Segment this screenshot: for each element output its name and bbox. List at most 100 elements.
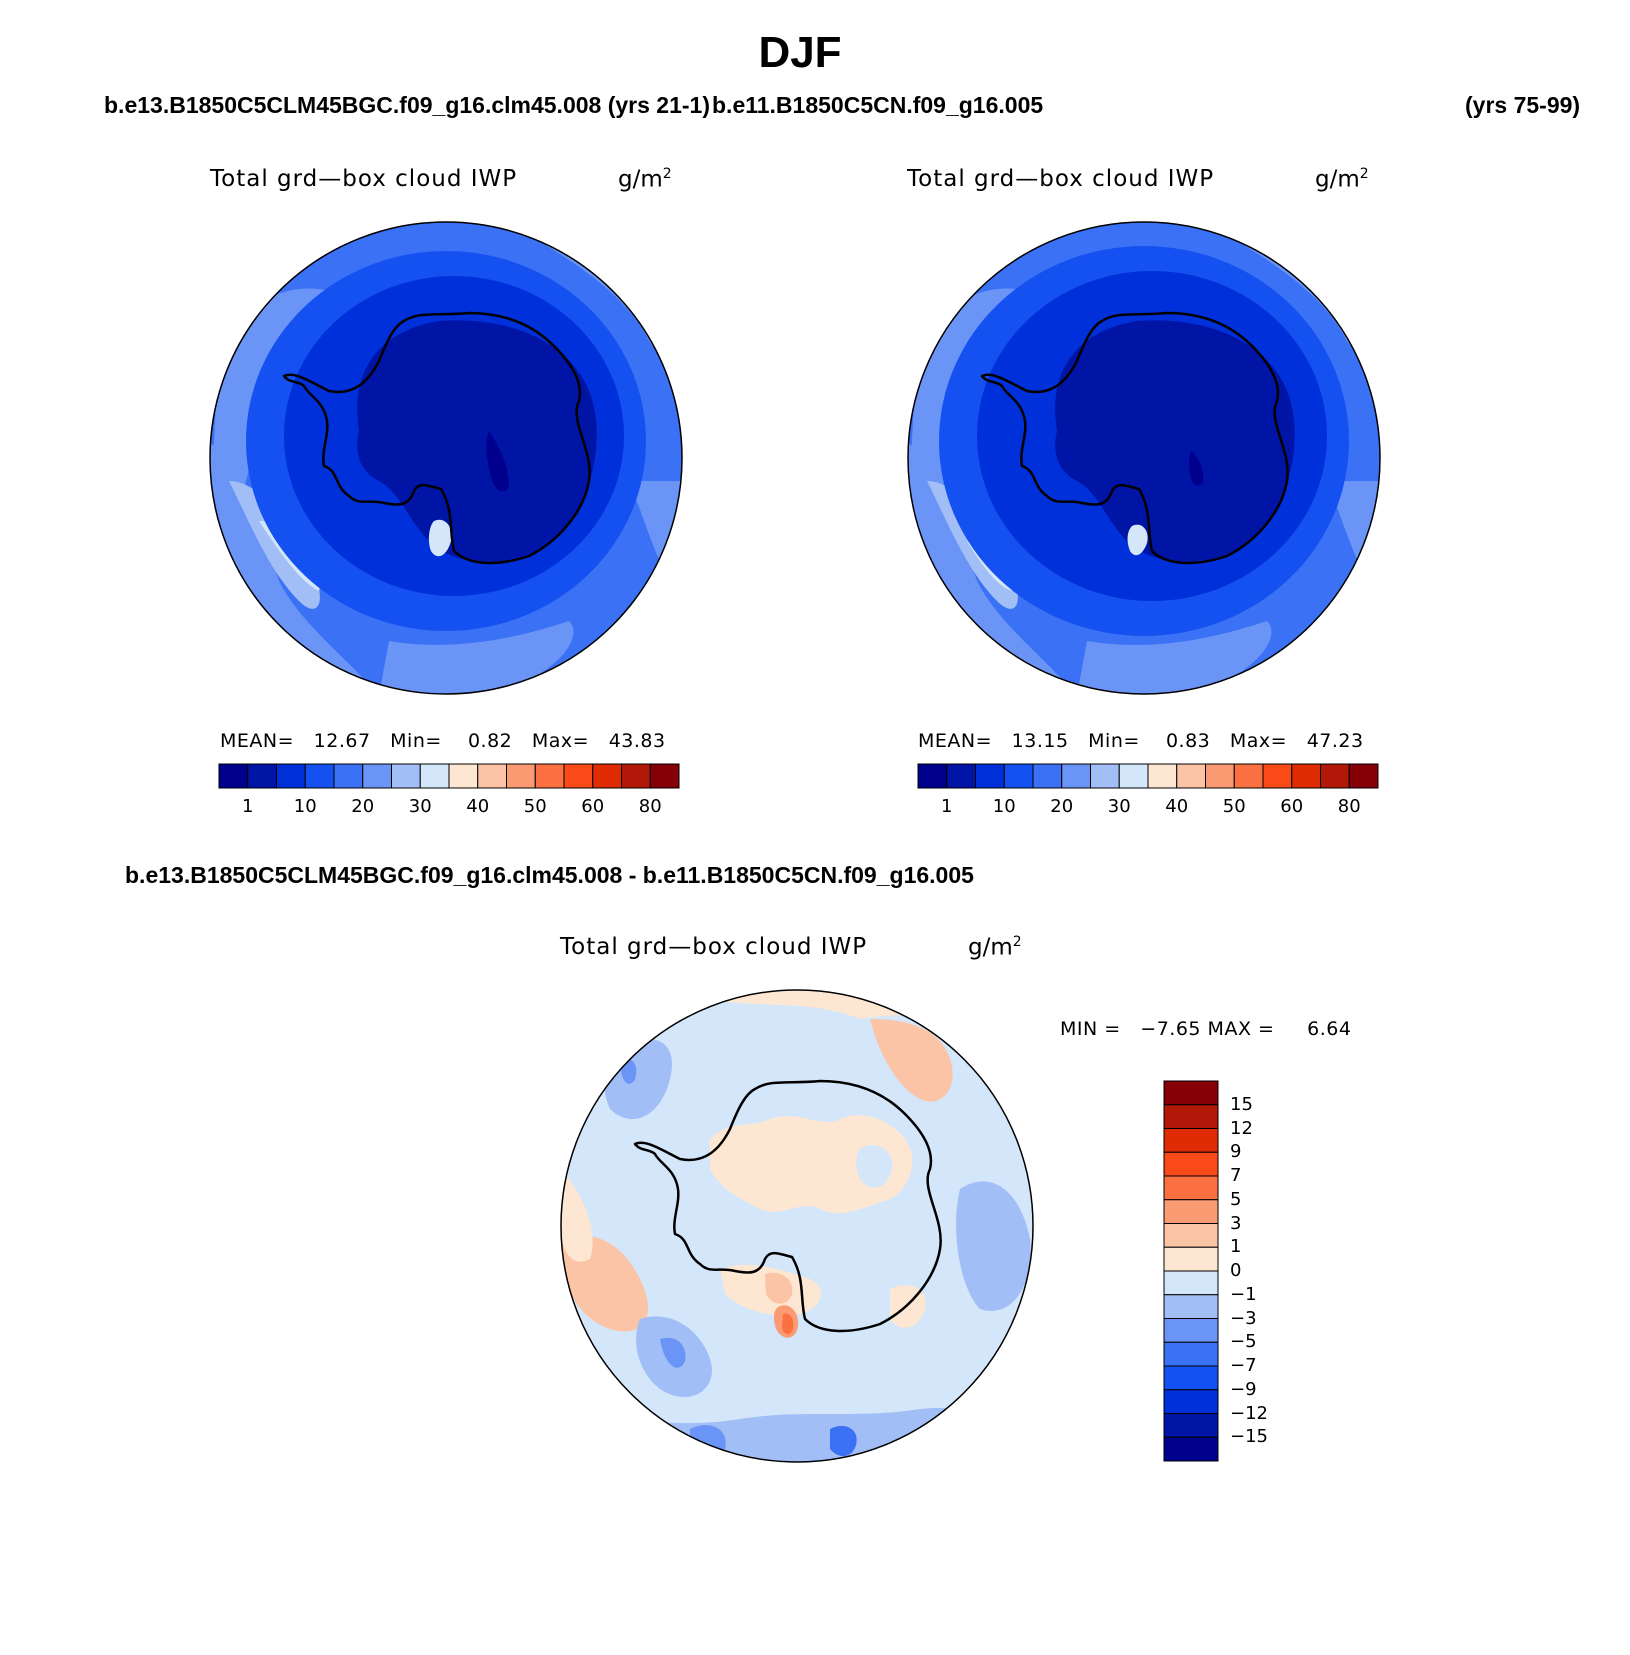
- colorbar-swatch: [563, 763, 594, 789]
- panel1-colorbar-labels: 1 10 20 30 40 50 60 80: [219, 796, 679, 820]
- diff-contour-band: [765, 1272, 793, 1304]
- colorbar-swatch: [1176, 763, 1206, 789]
- colorbar-swatch: [621, 763, 651, 789]
- difference-polar-map: [560, 989, 1034, 1463]
- panel1-contour-band: [229, 481, 320, 609]
- diff-colorbar-swatch: [1163, 1199, 1219, 1224]
- figure-title: DJF: [758, 28, 842, 77]
- diff-contour-band: [561, 1169, 593, 1262]
- colorbar-tick-label: 1: [242, 796, 254, 817]
- panel2-colorbar-labels: 1 10 20 30 40 50 60 80: [918, 796, 1378, 820]
- colorbar-swatch: [917, 763, 948, 789]
- panel1-colorbar-swatches: [218, 763, 680, 789]
- diff-colorbar-swatch: [1163, 1151, 1219, 1177]
- panel2-contour-band: [1127, 524, 1148, 556]
- colorbar-tick-label: 40: [1165, 796, 1189, 817]
- panel1-colorbar: 1 10 20 30 40 50 60 80: [218, 763, 680, 824]
- diff-contour-band: [856, 1145, 893, 1188]
- panel1-contour-band: [214, 349, 231, 368]
- colorbar-tick-label: 80: [1337, 796, 1361, 817]
- colorbar-swatch: [218, 763, 249, 789]
- colorbar-swatch: [946, 763, 976, 789]
- diff-contour-band: [782, 1313, 794, 1335]
- diff-colorbar-tick-label: 0: [1230, 1260, 1242, 1281]
- diff-colorbar-tick-label: −15: [1230, 1426, 1268, 1448]
- case-years-right: (yrs 75-99): [1465, 92, 1581, 118]
- panel1-units: g/m2: [618, 166, 672, 193]
- panel1-contour-band: [486, 431, 509, 492]
- diff-colorbar-swatch: [1163, 1223, 1219, 1248]
- panel2-contour-band: [1077, 621, 1272, 694]
- panel1-contour-band: [357, 320, 597, 562]
- diff-colorbar-swatch: [1163, 1341, 1219, 1367]
- diff-colorbar-swatch: [1163, 1365, 1219, 1391]
- diff-colorbar-swatch: [1163, 1294, 1219, 1319]
- colorbar-tick-label: 30: [408, 796, 432, 817]
- diff-contour-band: [870, 1019, 953, 1102]
- panel2-units: g/m2: [1315, 166, 1369, 193]
- diff-contour-band: [561, 1407, 1033, 1462]
- panel2-antarctica-coastline: [980, 311, 1289, 565]
- colorbar-swatch: [304, 763, 335, 789]
- diff-colorbar-swatch: [1163, 1413, 1219, 1438]
- colorbar-tick-label: 80: [638, 796, 662, 817]
- colorbar-swatch: [649, 763, 680, 789]
- diff-variable-label: Total grd—box cloud IWP: [560, 934, 868, 960]
- diff-colorbar-tick-label: −5: [1230, 1331, 1257, 1353]
- colorbar-tick-label: 1: [941, 796, 953, 817]
- diff-colorbar-swatch: [1163, 1270, 1219, 1296]
- panel1-contour-band: [379, 621, 574, 694]
- colorbar-tick-label: 20: [1050, 796, 1074, 817]
- colorbar-tick-label: 20: [351, 796, 375, 817]
- diff-colorbar-tick-label: 1: [1230, 1236, 1242, 1258]
- colorbar-swatch: [1090, 763, 1120, 789]
- colorbar-tick-label: 40: [466, 796, 490, 817]
- panel2-contour-band: [1189, 451, 1204, 486]
- panel2-map-border: [907, 221, 1381, 695]
- diff-colorbar-swatch: [1163, 1436, 1219, 1462]
- panel2-stats: MEAN= 13.15 Min= 0.83 Max= 47.23: [918, 730, 1364, 752]
- colorbar-tick-label: 10: [992, 796, 1016, 817]
- diff-contour-band: [830, 1425, 857, 1457]
- diff-colorbar-tick-label: 5: [1230, 1188, 1242, 1210]
- colorbar-tick-label: 50: [1222, 796, 1246, 817]
- panel1-stats: MEAN= 12.67 Min= 0.82 Max= 43.83: [220, 730, 666, 752]
- colorbar-swatch: [1320, 763, 1350, 789]
- panel1-antarctica-coastline: [282, 311, 591, 565]
- colorbar-swatch: [448, 763, 479, 789]
- difference-title: b.e13.B1850C5CLM45BGC.f09_g16.clm45.008 …: [125, 862, 974, 888]
- colorbar-swatch: [477, 763, 507, 789]
- diff-colorbar-tick-label: −1: [1230, 1283, 1257, 1305]
- colorbar-tick-label: 50: [523, 796, 547, 817]
- case-title-right: b.e11.B1850C5CN.f09_g16.005: [712, 92, 1044, 118]
- diff-colorbar-tick-label: 9: [1230, 1141, 1242, 1163]
- panel2-colorbar: 1 10 20 30 40 50 60 80: [917, 763, 1379, 824]
- diff-colorbar: 15 12 9 7 5 3 1 0 −1 −3 −5 −7 −9 −12 −15: [1163, 1080, 1284, 1465]
- colorbar-tick-label: 10: [293, 796, 317, 817]
- colorbar-swatch: [534, 763, 565, 789]
- colorbar-tick-label: 30: [1107, 796, 1131, 817]
- diff-colorbar-swatch: [1163, 1104, 1219, 1129]
- diff-colorbar-tick-label: 7: [1230, 1165, 1242, 1186]
- colorbar-swatch: [1262, 763, 1293, 789]
- colorbar-tick-label: 60: [1280, 796, 1304, 817]
- diff-colorbar-swatch: [1163, 1318, 1219, 1343]
- colorbar-swatch: [362, 763, 392, 789]
- diff-antarctica-coastline: [633, 1079, 942, 1333]
- colorbar-swatch: [391, 763, 421, 789]
- panel2-contour-band: [1055, 320, 1295, 562]
- diff-contour-band: [956, 1181, 1031, 1311]
- panel2-variable-label: Total grd—box cloud IWP: [907, 166, 1215, 192]
- colorbar-swatch: [1061, 763, 1091, 789]
- diff-colorbar-labels: 15 12 9 7 5 3 1 0 −1 −3 −5 −7 −9 −12 −15: [1230, 1081, 1290, 1461]
- colorbar-swatch: [1348, 763, 1379, 789]
- diff-map-border: [560, 989, 1034, 1463]
- diff-colorbar-tick-label: −3: [1230, 1307, 1257, 1329]
- panel2-polar-map: [907, 221, 1381, 695]
- panel1-contour-band: [428, 519, 452, 557]
- colorbar-tick-label: 60: [581, 796, 605, 817]
- case-title-left: b.e13.B1850C5CLM45BGC.f09_g16.clm45.008 …: [104, 92, 710, 118]
- colorbar-swatch: [1147, 763, 1178, 789]
- panel2-colorbar-swatches: [917, 763, 1379, 789]
- colorbar-swatch: [1291, 763, 1321, 789]
